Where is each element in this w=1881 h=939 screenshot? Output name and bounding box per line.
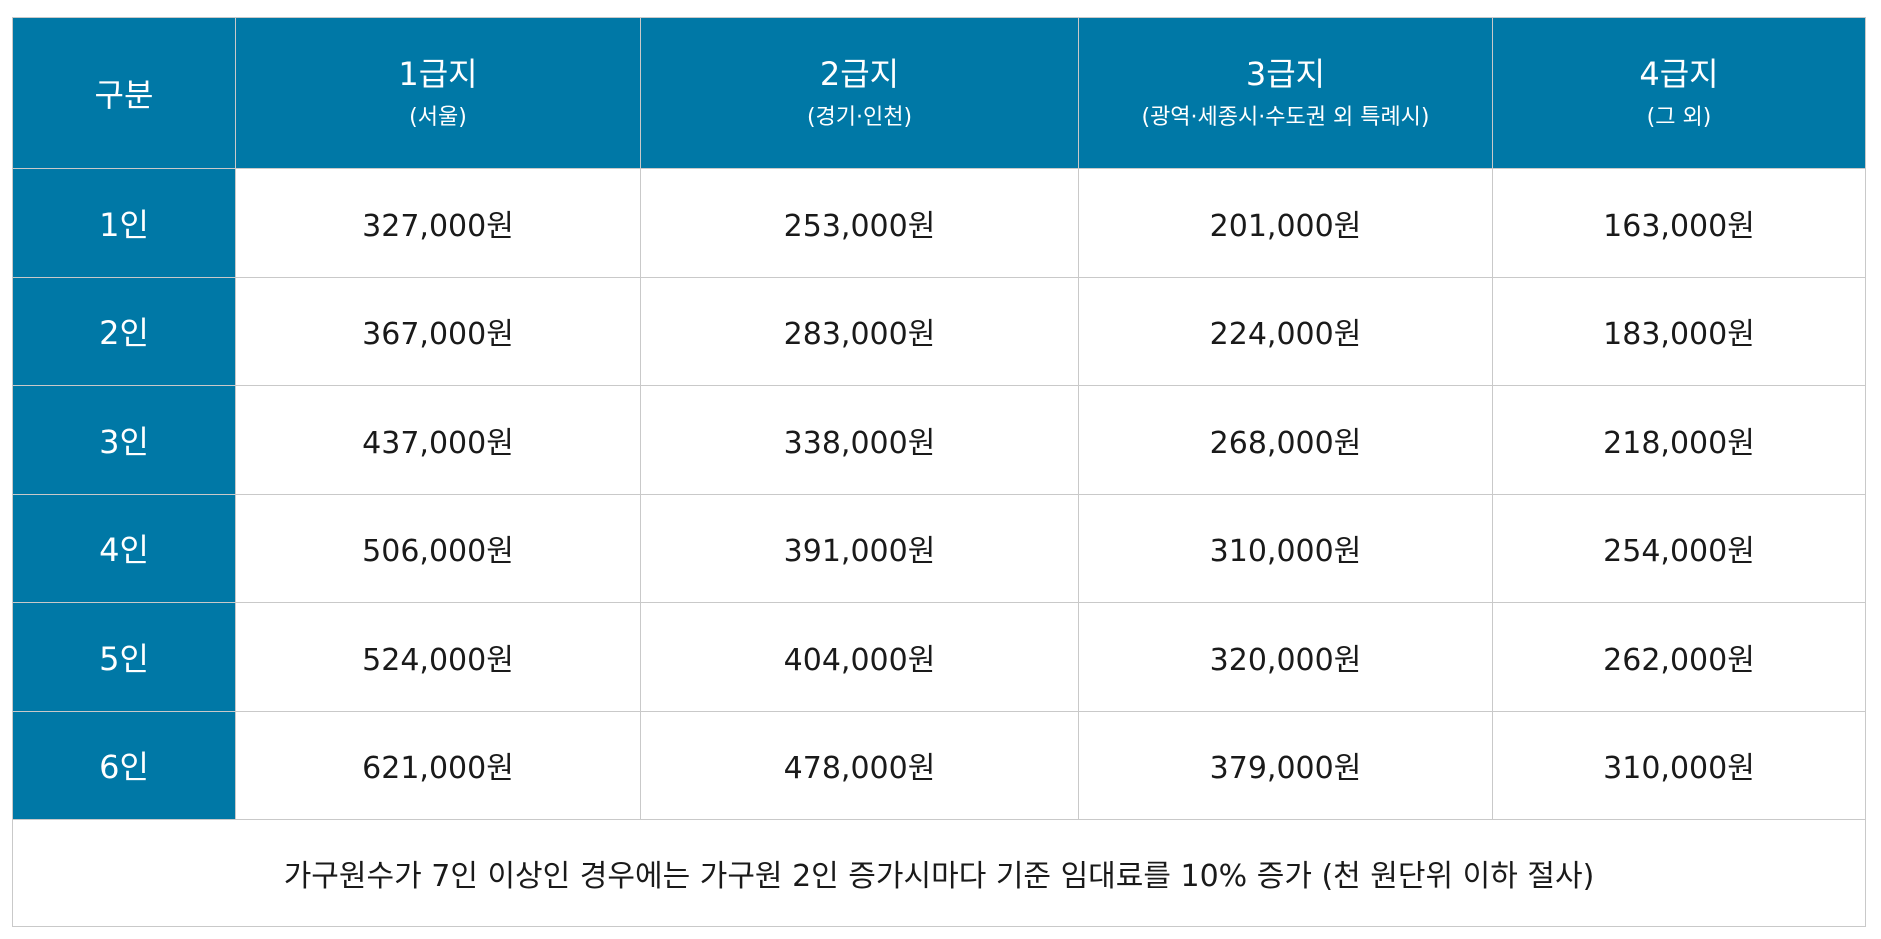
rent-cell: 262,000원	[1492, 602, 1866, 712]
rent-cell: 310,000원	[1492, 710, 1866, 820]
column-title: 4급지	[1639, 55, 1719, 93]
rent-cell: 163,000원	[1492, 168, 1866, 278]
column-title: 3급지	[1245, 55, 1326, 93]
rent-cell: 183,000원	[1492, 276, 1866, 386]
row-header-1-person: 1인	[12, 168, 236, 278]
rent-cell: 218,000원	[1492, 385, 1866, 495]
corner-header-cell: 구분	[12, 17, 236, 169]
table-row: 1인 327,000원 253,000원 201,000원 163,000원	[12, 168, 1866, 278]
corner-label: 구분	[94, 76, 154, 114]
column-subtitle: (그 외)	[1646, 105, 1712, 130]
row-header-3-person: 3인	[12, 385, 236, 495]
column-subtitle: (광역·세종시·수도권 외 특례시)	[1141, 105, 1430, 130]
rent-cell: 621,000원	[235, 710, 641, 820]
row-header-6-person: 6인	[12, 710, 236, 820]
rent-cell: 268,000원	[1078, 385, 1493, 495]
footnote-row: 가구원수가 7인 이상인 경우에는 가구원 2인 증가시마다 기준 임대료를 1…	[12, 819, 1866, 927]
table-row: 4인 506,000원 391,000원 310,000원 254,000원	[12, 493, 1866, 603]
rent-cell: 437,000원	[235, 385, 641, 495]
rent-cell: 327,000원	[235, 168, 641, 278]
column-subtitle: (경기·인천)	[806, 105, 913, 130]
column-header-grade-4: 4급지 (그 외)	[1492, 17, 1866, 169]
footnote-text: 가구원수가 7인 이상인 경우에는 가구원 2인 증가시마다 기준 임대료를 1…	[12, 819, 1866, 927]
column-title: 2급지	[819, 55, 900, 93]
column-title: 1급지	[398, 55, 478, 93]
rent-cell: 391,000원	[640, 493, 1079, 603]
rent-cell: 506,000원	[235, 493, 641, 603]
table-row: 5인 524,000원 404,000원 320,000원 262,000원	[12, 602, 1866, 712]
table-row: 3인 437,000원 338,000원 268,000원 218,000원	[12, 385, 1866, 495]
column-subtitle: (서울)	[409, 105, 467, 130]
column-header-grade-2: 2급지 (경기·인천)	[640, 17, 1079, 169]
rent-cell: 478,000원	[640, 710, 1079, 820]
row-header-4-person: 4인	[12, 493, 236, 603]
rent-standard-table: 구분 1급지 (서울) 2급지 (경기·인천) 3급지 (광역·세종시·수도권 …	[12, 17, 1866, 927]
header-row: 구분 1급지 (서울) 2급지 (경기·인천) 3급지 (광역·세종시·수도권 …	[12, 17, 1866, 169]
rent-cell: 338,000원	[640, 385, 1079, 495]
rent-cell: 367,000원	[235, 276, 641, 386]
rent-cell: 283,000원	[640, 276, 1079, 386]
rent-cell: 310,000원	[1078, 493, 1493, 603]
rent-cell: 404,000원	[640, 602, 1079, 712]
rent-cell: 201,000원	[1078, 168, 1493, 278]
rent-cell: 379,000원	[1078, 710, 1493, 820]
row-header-2-person: 2인	[12, 276, 236, 386]
table-row: 2인 367,000원 283,000원 224,000원 183,000원	[12, 276, 1866, 386]
rent-standard-table-container: 구분 1급지 (서울) 2급지 (경기·인천) 3급지 (광역·세종시·수도권 …	[12, 17, 1866, 927]
column-header-grade-1: 1급지 (서울)	[235, 17, 641, 169]
rent-cell: 524,000원	[235, 602, 641, 712]
rent-cell: 224,000원	[1078, 276, 1493, 386]
rent-cell: 253,000원	[640, 168, 1079, 278]
rent-cell: 254,000원	[1492, 493, 1866, 603]
table-row: 6인 621,000원 478,000원 379,000원 310,000원	[12, 710, 1866, 820]
rent-cell: 320,000원	[1078, 602, 1493, 712]
row-header-5-person: 5인	[12, 602, 236, 712]
column-header-grade-3: 3급지 (광역·세종시·수도권 외 특례시)	[1078, 17, 1493, 169]
